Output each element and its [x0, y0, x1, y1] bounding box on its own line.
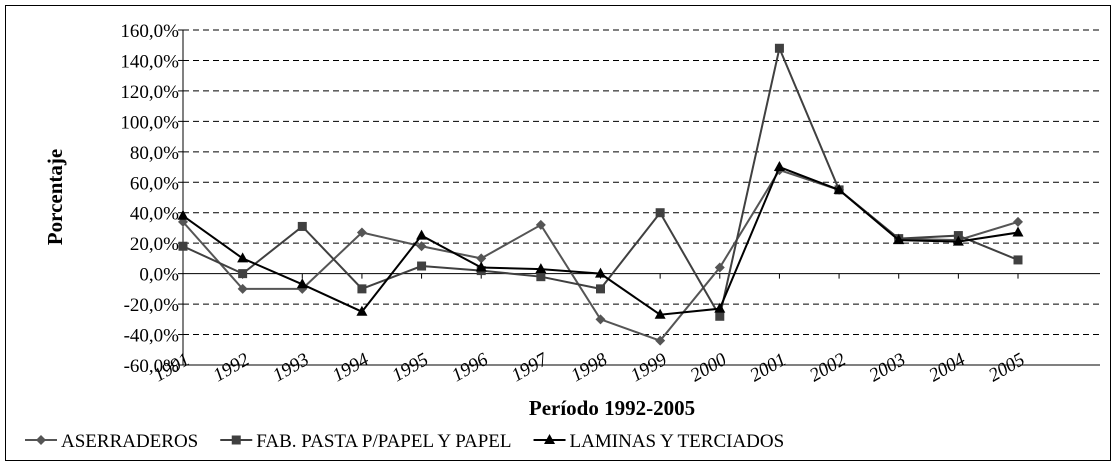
y-tick-label: 40,0%	[130, 204, 179, 225]
y-tick-label: 60,0%	[130, 173, 179, 194]
point	[655, 335, 666, 346]
point	[416, 241, 427, 252]
point	[237, 252, 249, 263]
point	[953, 231, 963, 241]
point	[773, 161, 785, 172]
point	[774, 43, 784, 53]
point	[714, 262, 725, 273]
point	[1012, 226, 1024, 237]
point	[654, 308, 666, 319]
point	[1013, 255, 1023, 265]
point	[238, 269, 248, 279]
point	[177, 209, 189, 220]
point	[595, 314, 606, 325]
point	[296, 278, 308, 289]
y-tick-label: 20,0%	[130, 234, 179, 255]
point	[36, 435, 46, 445]
point	[178, 241, 188, 251]
y-axis-title: Porcentaje	[43, 149, 67, 245]
point	[416, 229, 428, 240]
point	[952, 235, 964, 246]
point	[1013, 216, 1023, 227]
y-tick-label: 160,0%	[120, 21, 179, 42]
y-tick-label: 80,0%	[130, 143, 179, 164]
point	[356, 305, 368, 316]
y-tick-label: 0,0%	[139, 265, 179, 286]
point	[714, 302, 726, 313]
legend-label: FAB. PASTA P/PAPEL Y PAPEL	[256, 431, 511, 452]
point	[357, 284, 367, 294]
point	[535, 219, 546, 230]
point	[535, 263, 547, 274]
point	[475, 261, 487, 272]
point	[715, 311, 725, 321]
point	[476, 253, 487, 264]
point	[536, 272, 546, 282]
point	[237, 283, 248, 294]
y-tick-label: -40,0%	[124, 326, 180, 347]
point	[417, 261, 427, 271]
point	[595, 267, 606, 278]
point	[655, 208, 665, 218]
point	[231, 435, 241, 445]
y-tick-label: 120,0%	[120, 82, 179, 103]
point	[356, 227, 367, 238]
point	[596, 284, 605, 294]
point	[833, 183, 845, 194]
y-tick-label: 100,0%	[120, 112, 179, 133]
legend-label: ASERRADEROS	[61, 431, 198, 452]
legend-label: LAMINAS Y TERCIADOS	[570, 431, 785, 452]
y-tick-label: -20,0%	[124, 295, 180, 316]
x-axis-title: Período 1992-2005	[529, 396, 695, 420]
y-tick-label: 140,0%	[120, 51, 179, 72]
chart-frame	[5, 5, 1111, 461]
point	[544, 434, 556, 444]
point	[297, 221, 307, 231]
y-tick-label: -60,0%	[124, 356, 180, 377]
point	[893, 234, 905, 245]
